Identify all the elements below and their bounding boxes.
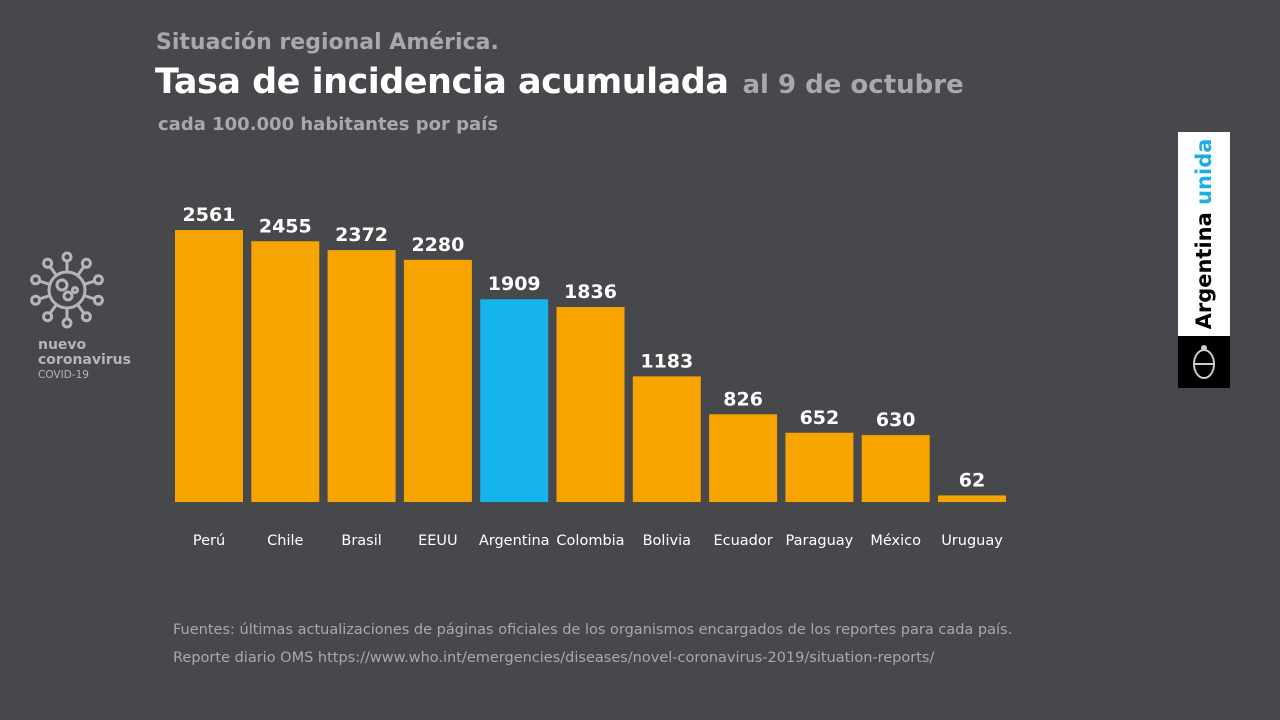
category-label: Uruguay xyxy=(941,533,1003,549)
bar-8 xyxy=(785,432,854,502)
data-label: 1836 xyxy=(564,281,617,303)
source-link: Reporte diario OMS https://www.who.int/e… xyxy=(173,650,935,666)
supertitle: Situación regional América. xyxy=(156,30,499,55)
bar-9 xyxy=(861,435,930,502)
category-label: Argentina xyxy=(479,533,550,549)
brand-word2: unida xyxy=(1192,138,1216,205)
logo-line1: nuevo xyxy=(38,337,87,353)
bar-3 xyxy=(403,259,472,502)
logo-line3: COVID-19 xyxy=(38,369,89,381)
category-label: Chile xyxy=(267,533,303,549)
data-label: 62 xyxy=(959,469,985,491)
data-label: 1909 xyxy=(488,273,541,295)
category-label: Bolivia xyxy=(643,533,691,549)
data-label: 2561 xyxy=(183,204,236,226)
coat-of-arms-icon xyxy=(1178,336,1230,388)
category-label: Paraguay xyxy=(786,533,854,549)
data-label: 826 xyxy=(723,388,763,410)
data-label: 630 xyxy=(876,409,916,431)
argentina-unida-logo: Argentina unida xyxy=(1178,132,1230,388)
bar-1 xyxy=(251,241,320,502)
data-label: 2372 xyxy=(335,224,388,246)
brand-word1: Argentina xyxy=(1192,212,1216,330)
category-label: México xyxy=(870,533,921,549)
category-label: Perú xyxy=(193,533,225,549)
category-label: Brasil xyxy=(341,533,381,549)
subtitle: cada 100.000 habitantes por país xyxy=(158,114,499,135)
page-title: Tasa de incidencia acumulada al 9 de octu… xyxy=(155,62,964,102)
bar-7 xyxy=(709,414,778,502)
title-text: Tasa de incidencia acumulada xyxy=(155,62,729,102)
bar-4 xyxy=(480,299,549,502)
source-note: Fuentes: últimas actualizaciones de pági… xyxy=(173,622,1013,638)
virus-icon xyxy=(30,251,104,329)
category-label: Colombia xyxy=(556,533,624,549)
bar-5 xyxy=(556,307,625,502)
data-label: 2455 xyxy=(259,215,312,237)
title-date: al 9 de octubre xyxy=(742,70,964,100)
bar-10 xyxy=(938,495,1006,502)
bar-0 xyxy=(175,230,243,502)
data-label: 652 xyxy=(800,407,840,429)
category-label: EEUU xyxy=(418,533,458,549)
category-label: Ecuador xyxy=(713,533,772,549)
data-label: 2280 xyxy=(411,234,464,256)
logo-line2: coronavirus xyxy=(38,352,131,368)
data-label: 1183 xyxy=(640,350,693,372)
bar-2 xyxy=(327,250,396,502)
covid-logo: nuevo coronavirus COVID-19 xyxy=(38,338,131,383)
bar-6 xyxy=(632,376,701,502)
